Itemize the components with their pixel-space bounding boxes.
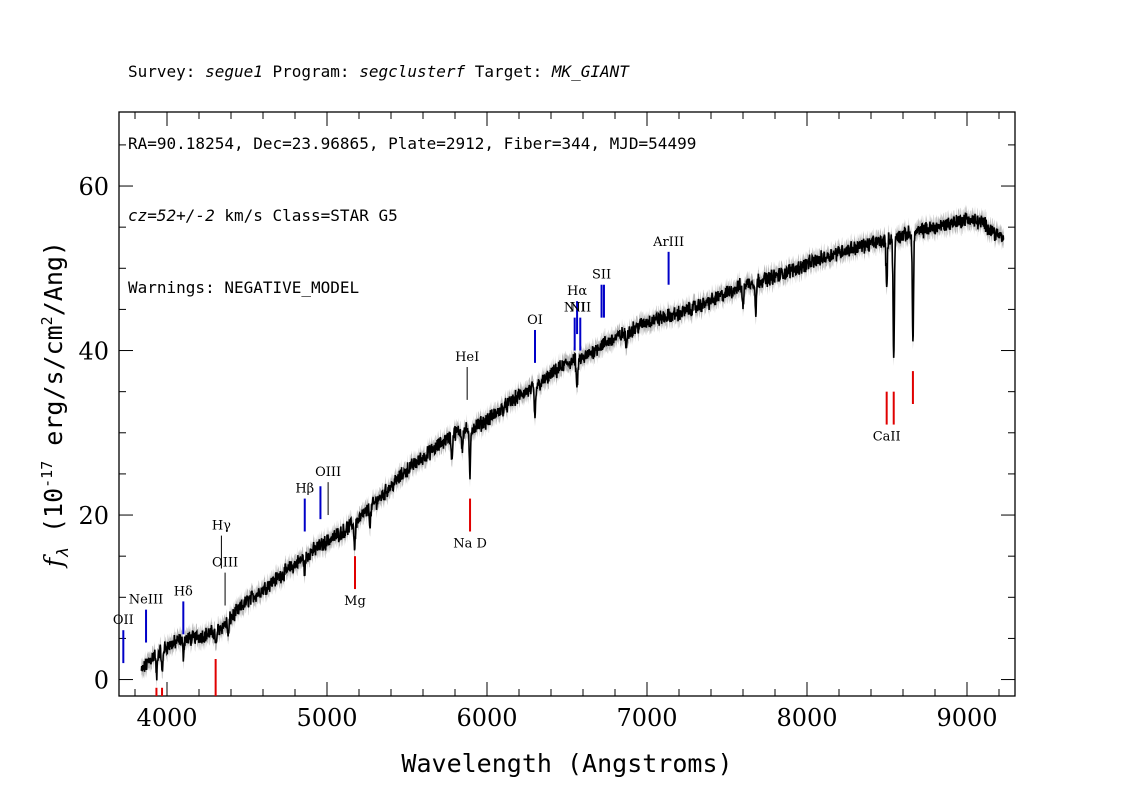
y-tick-label: 20 <box>78 502 109 530</box>
program-value: segclusterf <box>359 62 466 81</box>
spectrum-line <box>140 212 1005 681</box>
target-label: Target: <box>465 62 552 81</box>
y-tick-label: 60 <box>78 173 109 201</box>
x-tick-label: 8000 <box>776 704 837 732</box>
emission-line-label: Hβ <box>295 482 314 497</box>
plot-frame <box>118 111 1016 697</box>
spectrum-error-band <box>141 204 1004 689</box>
emission-line-label: NII <box>564 301 586 316</box>
survey-label: Survey: <box>128 62 206 81</box>
emission-line-label: Hα <box>567 284 587 299</box>
x-axis-title: Wavelength (Angstroms) <box>401 749 732 778</box>
absorption-line-label: Na D <box>453 536 487 551</box>
y-title-sub: λ <box>53 548 72 558</box>
y-title-f: f <box>39 554 68 569</box>
emission-line-label: HeI <box>455 350 479 365</box>
emission-line-label: OIII <box>212 556 238 571</box>
emission-line-label: OII <box>113 613 134 628</box>
header-line-survey: Survey: segue1 Program: segclusterf Targ… <box>128 60 696 84</box>
emission-line-label: SII <box>592 268 611 283</box>
y-title-open: (10 <box>39 488 68 548</box>
emission-line-label: Hγ <box>212 519 231 534</box>
spectrum-header: Survey: segue1 Program: segclusterf Targ… <box>128 12 696 324</box>
y-title-exp1: -17 <box>38 461 56 488</box>
x-tick-label: 5000 <box>296 704 357 732</box>
emission-line-label: NII <box>569 301 591 316</box>
y-title-mid: erg/s/cm <box>39 325 68 460</box>
header-line-redshift: cz=52+/-2 km/s Class=STAR G5 <box>128 204 696 228</box>
x-tick-label: 4000 <box>136 704 197 732</box>
redshift-value: cz=52+/-2 <box>128 206 215 225</box>
absorption-line-label: Mg <box>344 594 366 609</box>
x-tick-label: 7000 <box>616 704 677 732</box>
header-line-coords: RA=90.18254, Dec=23.96865, Plate=2912, F… <box>128 134 697 153</box>
emission-line-label: OIII <box>315 465 341 480</box>
y-title-close: /Ang) <box>39 241 68 316</box>
target-value: MK_GIANT <box>551 62 629 81</box>
emission-line-label: NeIII <box>129 593 163 608</box>
x-tick-label: 9000 <box>936 704 997 732</box>
program-label: Program: <box>262 62 360 81</box>
y-axis-title: fλ (10-17 erg/s/cm2/Ang) <box>38 241 72 569</box>
absorption-line-label: CaII <box>873 430 901 445</box>
y-tick-label: 40 <box>78 338 109 366</box>
survey-value: segue1 <box>205 62 263 81</box>
x-tick-label: 6000 <box>456 704 517 732</box>
y-tick-label: 0 <box>94 667 109 695</box>
class-value: km/s Class=STAR G5 <box>214 206 398 225</box>
y-title-exp2: 2 <box>38 316 56 325</box>
header-line-warnings: Warnings: NEGATIVE_MODEL <box>128 278 360 297</box>
emission-line-label: OI <box>527 313 543 328</box>
emission-line-label: Hδ <box>174 584 193 599</box>
emission-line-label: ArIII <box>652 235 684 250</box>
